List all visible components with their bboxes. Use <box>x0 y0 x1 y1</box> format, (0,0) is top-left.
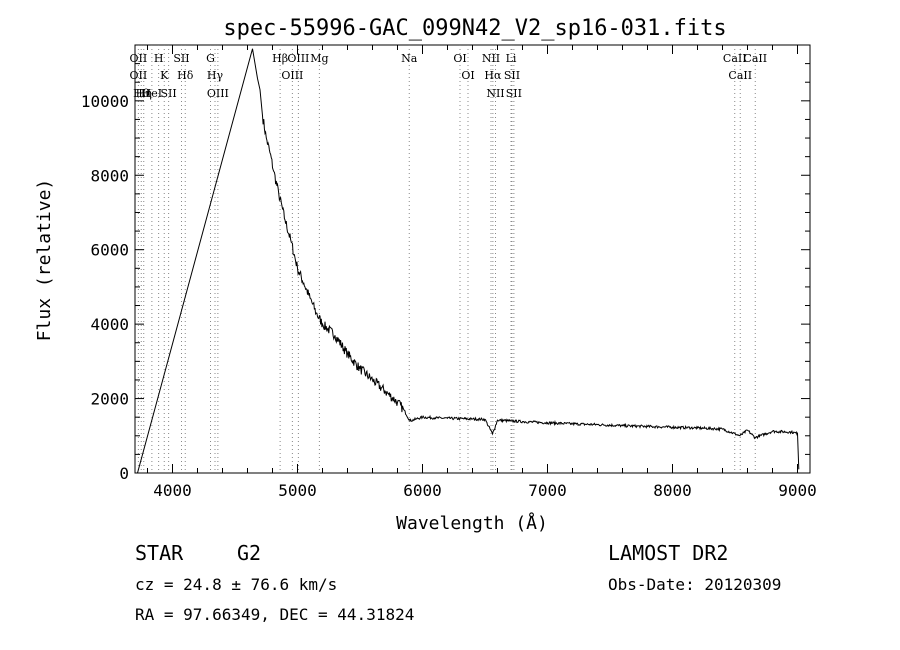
x-axis-label: Wavelength (Å) <box>396 512 548 534</box>
line-label: Hγ <box>207 69 224 82</box>
line-label: Hβ <box>272 52 288 65</box>
y-tick-label: 0 <box>119 464 129 483</box>
line-label: NII <box>482 52 500 65</box>
line-label: OIII <box>207 87 229 100</box>
line-label: Li <box>506 52 517 65</box>
line-label: OIII <box>287 52 309 65</box>
x-tick-label: 8000 <box>653 481 692 500</box>
line-label: SII <box>504 69 520 82</box>
y-tick-label: 4000 <box>90 315 129 334</box>
line-label: Hδ <box>177 69 194 82</box>
emission-line-labels: OIIOIIHθHηHeIHKSIISIIHδGHγOIIIHβOIIIOIII… <box>130 52 768 100</box>
line-label: CaII <box>743 52 767 65</box>
survey-name: LAMOST DR2 <box>608 541 728 565</box>
emission-line-markers <box>137 45 756 473</box>
axis-ticks: 4000 5000 6000 7000 8000 9000 0 2000 4000 6000 800… <box>81 45 817 500</box>
line-label: Hθ <box>133 87 150 100</box>
object-class: STAR <box>135 541 184 565</box>
line-label: H <box>154 52 164 65</box>
y-tick-label: 10000 <box>81 92 129 111</box>
line-label: OI <box>461 69 474 82</box>
line-label: NII <box>486 87 504 100</box>
redshift-value: cz = 24.8 ± 76.6 km/s <box>135 575 337 594</box>
line-label: CaII <box>723 52 747 65</box>
x-tick-label: 6000 <box>403 481 442 500</box>
line-label: OII <box>130 69 148 82</box>
y-tick-label: 8000 <box>90 166 129 185</box>
spectrum-line <box>135 48 800 474</box>
y-tick-label: 2000 <box>90 390 129 409</box>
y-tick-label: 6000 <box>90 241 129 260</box>
observation-date: Obs-Date: 20120309 <box>608 575 781 594</box>
line-label: SII <box>161 87 177 100</box>
chart-title: spec-55996-GAC_099N42_V2_sp16-031.fits <box>223 16 726 41</box>
line-label: CaII <box>728 69 752 82</box>
line-label: G <box>206 52 215 65</box>
x-tick-label: 7000 <box>528 481 567 500</box>
coordinates: RA = 97.66349, DEC = 44.31824 <box>135 605 414 624</box>
line-label: HeI <box>142 87 162 100</box>
line-label: Na <box>401 52 418 65</box>
line-label: SII <box>506 87 522 100</box>
object-subclass: G2 <box>237 541 261 565</box>
line-label: Hη <box>136 87 152 100</box>
line-label: OIII <box>281 69 303 82</box>
x-tick-label: 5000 <box>278 481 317 500</box>
x-tick-label: 9000 <box>778 481 817 500</box>
line-label: OI <box>453 52 466 65</box>
x-tick-label: 4000 <box>153 481 192 500</box>
line-label: Mg <box>310 52 328 65</box>
line-label: OII <box>130 52 148 65</box>
y-axis-label: Flux (relative) <box>34 179 55 342</box>
line-label: SII <box>173 52 189 65</box>
line-label: Hα <box>484 69 502 82</box>
line-label: K <box>160 69 169 82</box>
